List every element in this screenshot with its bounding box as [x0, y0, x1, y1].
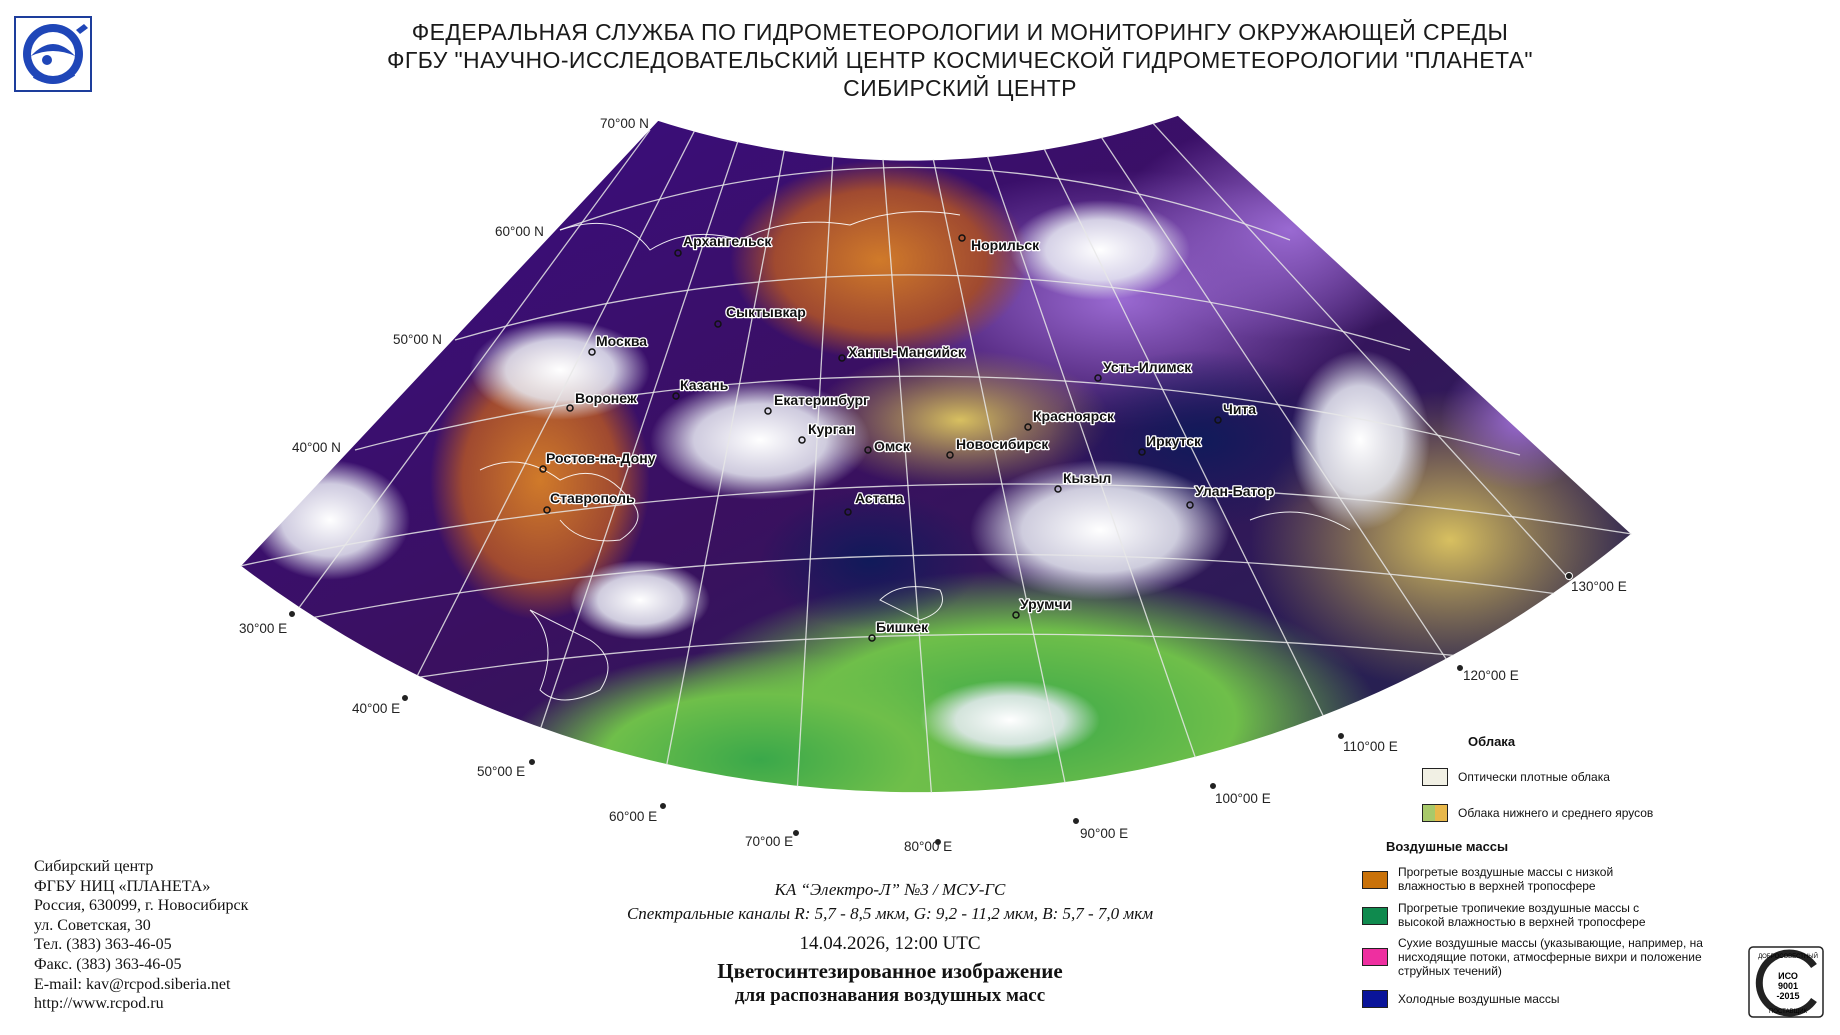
city-urumchi: Урумчи: [1020, 596, 1071, 612]
address-line: Сибирский центр: [34, 858, 154, 875]
address-fax: Факс. (383) 363-46-05: [34, 955, 182, 973]
city-ust-ilimsk: Усть-Илимск: [1103, 359, 1192, 375]
swatch-cold-air: [1362, 990, 1388, 1008]
iso-bottom-text: ПОСТАВЩИК: [1769, 1009, 1808, 1015]
planeta-logo: [14, 16, 92, 92]
iso-text-3: -2015: [1776, 991, 1799, 1001]
lat-label-60: 60°00 N: [495, 224, 544, 239]
city-ekaterinburg: Екатеринбург: [774, 392, 869, 408]
legend-item-dense-clouds: Оптически плотные облака: [1422, 768, 1610, 786]
image-title-line-2: для распознавания воздушных масс: [734, 985, 1046, 1006]
lon-label-100: 100°00 E: [1215, 791, 1271, 806]
city-rostov-na-donu: Ростов-на-Дону: [546, 450, 656, 466]
header-line-1: ФЕДЕРАЛЬНАЯ СЛУЖБА ПО ГИДРОМЕТЕОРОЛОГИИ …: [411, 19, 1509, 45]
graticule: [240, 119, 1632, 793]
image-datetime: 14.04.2026, 12:00 UTC: [799, 933, 981, 954]
city-kazan: Казань: [680, 377, 729, 393]
legend-label: Прогретые тропичекие воздушные массы с в…: [1398, 901, 1646, 929]
coastlines: [479, 211, 1351, 701]
swatch-low-mid-clouds: [1422, 804, 1448, 822]
header-line-2: ФГБУ "НАУЧНО-ИССЛЕДОВАТЕЛЬСКИЙ ЦЕНТР КОС…: [386, 47, 1533, 73]
legend-item-cold: Холодные воздушные массы: [1362, 990, 1560, 1008]
legend-label: Сухие воздушные массы (указывающие, напр…: [1398, 936, 1703, 978]
city-ulan-bator: Улан-Батор: [1195, 483, 1274, 499]
map-svg: 70°00 N 60°00 N 50°00 N 40°00 N 30°00 E …: [238, 114, 1634, 854]
swatch-warm-low-humidity: [1362, 871, 1388, 889]
legend-label: Облака нижнего и среднего ярусов: [1458, 806, 1654, 820]
swatch-dense-clouds: [1422, 768, 1448, 786]
legend-item-warm-tropical: Прогретые тропичекие воздушные массы с в…: [1362, 901, 1658, 929]
lon-label-50: 50°00 E: [477, 764, 525, 779]
swatch-dry-air: [1362, 948, 1388, 966]
city-kurgan: Курган: [808, 421, 855, 437]
address-line: ул. Советская, 30: [34, 916, 151, 934]
address-email[interactable]: E-mail: kav@rcpod.siberia.net: [34, 975, 231, 993]
city-chita: Чита: [1223, 401, 1256, 417]
legend-label: Холодные воздушные массы: [1398, 992, 1560, 1006]
header: ФЕДЕРАЛЬНАЯ СЛУЖБА ПО ГИДРОМЕТЕОРОЛОГИИ …: [160, 18, 1760, 102]
swatch-warm-tropical: [1362, 907, 1388, 925]
image-title-line-1: Цветосинтезированное изображение: [717, 959, 1063, 983]
iso-text-2: 9001: [1778, 981, 1798, 991]
legend-item-low-mid-clouds: Облака нижнего и среднего ярусов: [1422, 804, 1653, 822]
iso-certification-badge: ДОБРОСОВЕСТНЫЙ ИСО 9001 -2015 ПОСТАВЩИК: [1748, 946, 1824, 1018]
city-moskva: Москва: [596, 333, 647, 349]
lon-label-110: 110°00 E: [1343, 739, 1398, 754]
satellite-info: КА “Электро-Л” №3 / МСУ-ГС: [774, 880, 1006, 899]
lon-label-40: 40°00 E: [352, 701, 400, 716]
address-line: Россия, 630099, г. Новосибирск: [34, 897, 249, 915]
legend-label: Оптически плотные облака: [1458, 770, 1610, 784]
city-bishkek: Бишкек: [876, 619, 929, 635]
lon-label-30: 30°00 E: [239, 621, 287, 636]
lat-label-70: 70°00 N: [600, 116, 649, 131]
lon-label-90: 90°00 E: [1080, 826, 1128, 841]
lon-label-130: 130°00 E: [1571, 579, 1627, 594]
city-norilsk: Норильск: [971, 237, 1040, 253]
city-khanty-mansiysk: Ханты-Мансийск: [848, 344, 966, 360]
lon-label-120: 120°00 E: [1463, 668, 1519, 683]
address-phone: Тел. (383) 363-46-05: [34, 936, 172, 954]
lon-markers: [288, 572, 1573, 846]
lat-label-40: 40°00 N: [292, 440, 341, 455]
address-website[interactable]: http://www.rcpod.ru: [34, 995, 164, 1013]
address-line: ФГБУ НИЦ «ПЛАНЕТА»: [34, 877, 211, 895]
legend-label: Прогретые воздушные массы с низкой влажн…: [1398, 865, 1614, 893]
city-irkutsk: Иркутск: [1146, 433, 1202, 449]
header-line-3: СИБИРСКИЙ ЦЕНТР: [843, 75, 1077, 101]
map-outline: [238, 114, 1634, 794]
city-astana: Астана: [855, 490, 904, 506]
image-caption: КА “Электро-Л” №3 / МСУ-ГС Спектральные …: [540, 878, 1240, 1008]
contact-address: Сибирский центр ФГБУ НИЦ «ПЛАНЕТА» Росси…: [34, 857, 248, 1014]
lon-label-60: 60°00 E: [609, 809, 657, 824]
city-voronezh: Воронеж: [575, 390, 638, 406]
spectral-channels: Спектральные каналы R: 5,7 - 8,5 мкм, G:…: [626, 904, 1154, 923]
city-arkhangelsk: Архангельск: [683, 233, 772, 249]
city-markers: [539, 234, 1222, 642]
legend-air-masses-title: Воздушные массы: [1386, 839, 1509, 854]
satellite-map: 70°00 N 60°00 N 50°00 N 40°00 N 30°00 E …: [0, 100, 1840, 860]
legend-item-warm-low-humidity: Прогретые воздушные массы с низкой влажн…: [1362, 865, 1648, 893]
city-syktyvkar: Сыктывкар: [726, 304, 806, 320]
iso-top-text: ДОБРОСОВЕСТНЫЙ: [1758, 952, 1818, 960]
imagery: [240, 115, 1632, 793]
city-stavropol: Ставрополь: [550, 490, 635, 506]
iso-text-1: ИСО: [1778, 971, 1798, 981]
city-novosibirsk: Новосибирск: [956, 436, 1049, 452]
lon-label-70: 70°00 E: [745, 834, 793, 849]
city-krasnoyarsk: Красноярск: [1033, 408, 1115, 424]
city-omsk: Омск: [874, 438, 911, 454]
legend-clouds-title: Облака: [1468, 734, 1516, 749]
city-kyzyl: Кызыл: [1063, 470, 1111, 486]
lat-label-50: 50°00 N: [393, 332, 442, 347]
legend-item-dry: Сухие воздушные массы (указывающие, напр…: [1362, 936, 1740, 978]
lon-label-80: 80°00 E: [904, 839, 952, 854]
